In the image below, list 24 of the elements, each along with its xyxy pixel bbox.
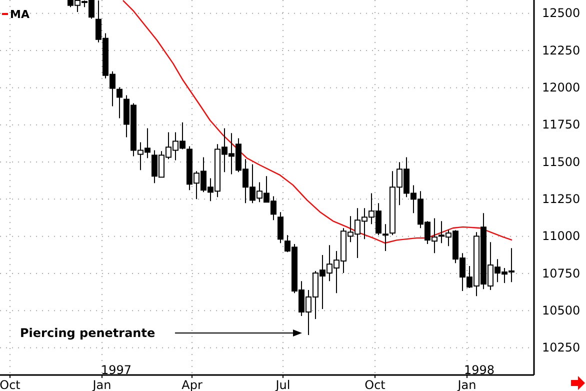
candlestick: [278, 212, 284, 244]
y-tick-label: 12500: [542, 6, 580, 20]
y-tick-label: 11500: [542, 154, 580, 169]
line-series: [122, 0, 513, 244]
y-tick-label: 12000: [542, 80, 580, 95]
y-tick-label: 12250: [542, 43, 580, 58]
candlestick: [382, 224, 388, 252]
x-tick-label: Oct: [364, 378, 386, 391]
annotation: Piercing penetrante: [20, 326, 156, 340]
y-tick-label: 11000: [542, 229, 580, 244]
y-tick-label: 10500: [542, 303, 580, 318]
x-tick-label: Jan: [456, 378, 476, 391]
x-tick-label: Jan: [92, 378, 112, 391]
candlestick: [116, 86, 122, 119]
y-tick-label: 10750: [542, 266, 580, 280]
x-tick-label: Apr: [182, 378, 202, 391]
y-tick-label: 10250: [542, 340, 580, 355]
x-tick-label: Jul: [274, 378, 290, 391]
y-tick-label: 11250: [542, 192, 580, 206]
x-tick-label: Oct: [0, 378, 21, 391]
legend-label: MA: [10, 8, 30, 21]
annotation: 1997: [101, 363, 132, 378]
annotation: 1998: [464, 363, 495, 378]
y-tick-label: 11750: [542, 118, 580, 132]
